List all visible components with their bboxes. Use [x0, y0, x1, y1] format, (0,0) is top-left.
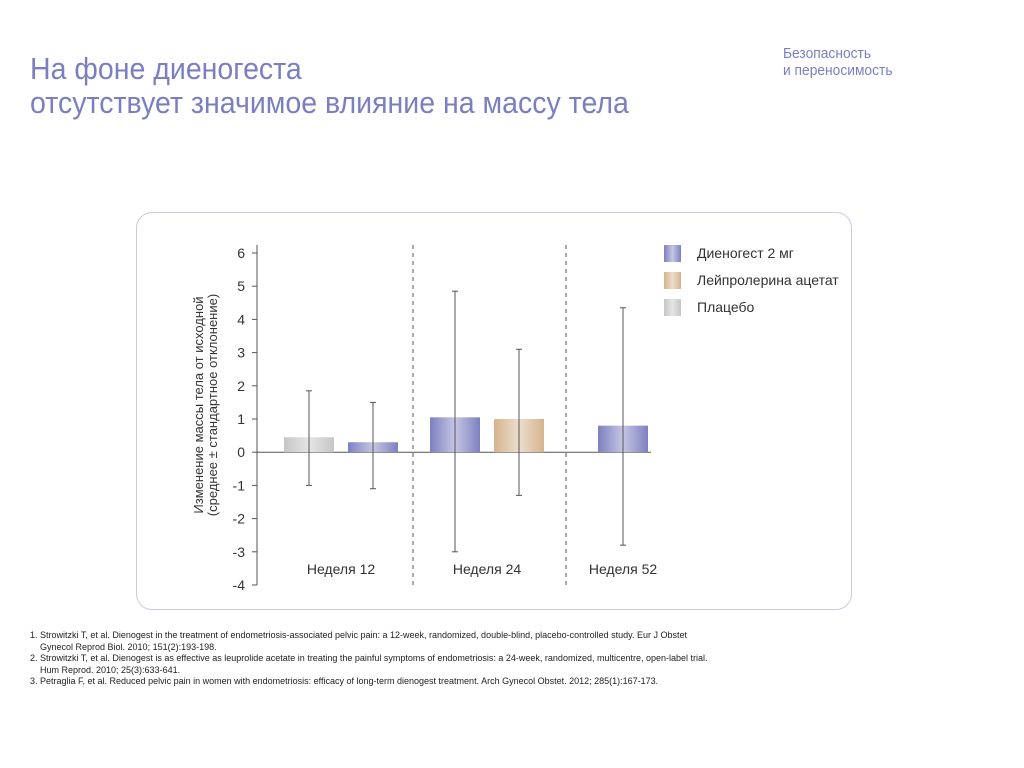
legend-swatch: [664, 272, 681, 289]
legend-label: Диеногест 2 мг: [697, 245, 794, 261]
reference-1-line-2: Gynecol Reprod Biol. 2010; 151(2):193-19…: [40, 641, 217, 652]
y-tick-label: -1: [233, 477, 246, 493]
title-line-1: На фоне диеногеста: [30, 51, 302, 86]
legend-swatch: [664, 245, 681, 262]
reference-2: 2. Strowitzki T, et al. Dienogest is as …: [30, 653, 990, 676]
y-axis-title-line-1: Изменение массы тела от исходной: [191, 296, 206, 513]
references: 1. Strowitzki T, et al. Dienogest in the…: [30, 630, 990, 688]
reference-1-line-1: 1. Strowitzki T, et al. Dienogest in the…: [30, 630, 688, 640]
y-tick-label: -2: [233, 511, 246, 527]
section-line-1: Безопасность: [783, 45, 872, 62]
y-axis-title-line-2: (среднее ± стандартное отклонение): [205, 294, 220, 516]
section-line-2: и переносимость: [783, 62, 893, 79]
reference-2-line-1: 2. Strowitzki T, et al. Dienogest is as …: [30, 653, 708, 663]
group-label: Неделя 12: [307, 561, 376, 577]
y-tick-label: 0: [237, 444, 245, 460]
page-title: На фоне диеногеста отсутствует значимое …: [30, 52, 629, 120]
y-tick-label: -4: [233, 577, 246, 593]
y-tick-label: -3: [233, 544, 246, 560]
y-tick-label: 3: [237, 345, 245, 361]
reference-2-line-2: Hum Reprod. 2010; 25(3):633-641.: [40, 664, 181, 675]
chart-card: 6 5 4 3 2 1 0 -1 -2 -3 -4 Изменение массы тела от и…: [136, 212, 852, 610]
reference-1: 1. Strowitzki T, et al. Dienogest in the…: [30, 630, 990, 653]
y-tick-label: 4: [237, 311, 245, 327]
section-label: Безопасность и переносимость: [783, 45, 893, 79]
group-label: Неделя 24: [453, 561, 522, 577]
y-tick-label: 5: [237, 278, 245, 294]
reference-3-line-1: 3. Petraglia F, et al. Reduced pelvic pa…: [30, 676, 659, 686]
y-axis-title: Изменение массы тела от исходной(среднее…: [191, 294, 220, 516]
reference-3: 3. Petraglia F, et al. Reduced pelvic pa…: [30, 676, 990, 688]
group-label: Неделя 52: [589, 561, 658, 577]
bar-chart: 6 5 4 3 2 1 0 -1 -2 -3 -4 Изменение массы тела от и…: [191, 245, 839, 593]
y-tick-label: 6: [237, 245, 245, 261]
title-line-2: отсутствует значимое влияние на массу те…: [30, 85, 629, 120]
y-tick-label: 1: [237, 411, 245, 427]
y-tick-label: 2: [237, 378, 245, 394]
legend-label: Плацебо: [697, 299, 755, 315]
legend-swatch: [664, 299, 681, 316]
legend-label: Лейпролерина ацетат: [697, 272, 839, 288]
